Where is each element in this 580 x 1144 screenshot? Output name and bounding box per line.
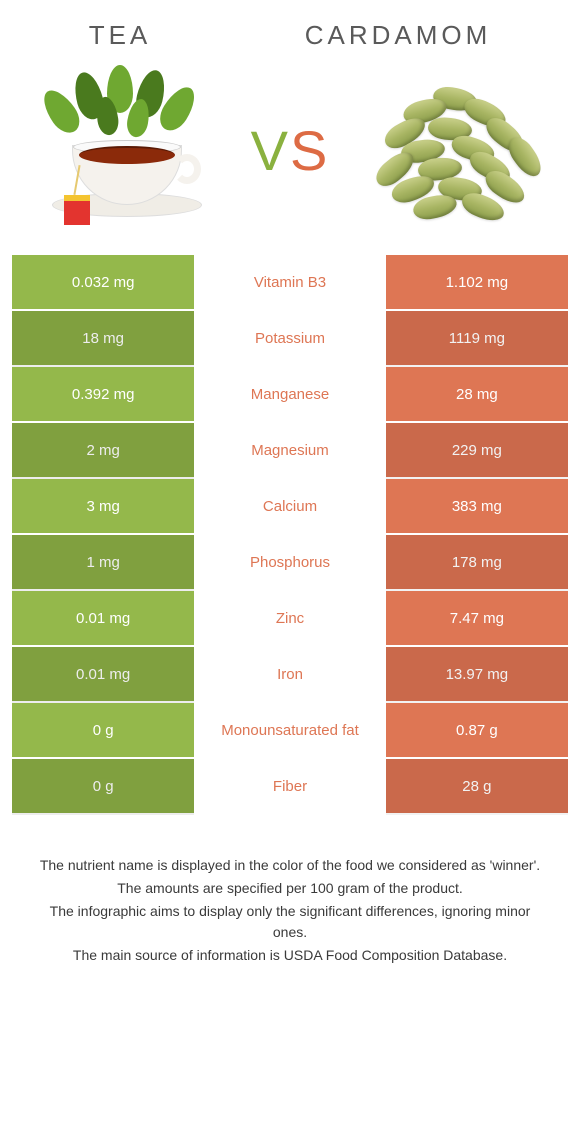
value-right: 383 mg [386, 479, 568, 535]
value-right: 28 g [386, 759, 568, 815]
value-left: 0.032 mg [12, 255, 194, 311]
tea-image [22, 65, 222, 235]
value-right: 1119 mg [386, 311, 568, 367]
table-row: 0 gFiber28 g [12, 759, 568, 815]
value-right: 1.102 mg [386, 255, 568, 311]
nutrient-label: Fiber [194, 759, 385, 815]
value-right: 7.47 mg [386, 591, 568, 647]
nutrient-label: Vitamin B3 [194, 255, 385, 311]
vs-s: S [290, 118, 329, 183]
value-left: 0.392 mg [12, 367, 194, 423]
value-left: 0 g [12, 703, 194, 759]
hero-row: VS [12, 55, 568, 255]
nutrient-label: Magnesium [194, 423, 385, 479]
value-right: 0.87 g [386, 703, 568, 759]
infographic-container: Tea Cardamom [0, 0, 580, 980]
value-left: 0.01 mg [12, 647, 194, 703]
value-left: 3 mg [12, 479, 194, 535]
table-row: 0 gMonounsaturated fat0.87 g [12, 703, 568, 759]
vs-label: VS [251, 118, 330, 183]
cardamom-image [358, 65, 558, 235]
value-left: 18 mg [12, 311, 194, 367]
nutrient-label: Manganese [194, 367, 385, 423]
footnote-line: The main source of information is USDA F… [32, 945, 548, 966]
value-left: 2 mg [12, 423, 194, 479]
footnote-line: The amounts are specified per 100 gram o… [32, 878, 548, 899]
footnote-line: The nutrient name is displayed in the co… [32, 855, 548, 876]
value-left: 1 mg [12, 535, 194, 591]
footnotes: The nutrient name is displayed in the co… [12, 855, 568, 966]
table-row: 18 mgPotassium1119 mg [12, 311, 568, 367]
table-row: 3 mgCalcium383 mg [12, 479, 568, 535]
value-right: 178 mg [386, 535, 568, 591]
value-right: 28 mg [386, 367, 568, 423]
table-row: 0.01 mgIron13.97 mg [12, 647, 568, 703]
title-left: Tea [89, 20, 152, 51]
nutrient-label: Potassium [194, 311, 385, 367]
nutrient-label: Calcium [194, 479, 385, 535]
footnote-line: The infographic aims to display only the… [32, 901, 548, 943]
table-row: 0.01 mgZinc7.47 mg [12, 591, 568, 647]
nutrient-label: Monounsaturated fat [194, 703, 385, 759]
vs-v: V [251, 118, 290, 183]
nutrient-label: Iron [194, 647, 385, 703]
table-row: 1 mgPhosphorus178 mg [12, 535, 568, 591]
nutrient-label: Zinc [194, 591, 385, 647]
header-titles: Tea Cardamom [12, 12, 568, 55]
value-right: 13.97 mg [386, 647, 568, 703]
nutrient-label: Phosphorus [194, 535, 385, 591]
table-row: 2 mgMagnesium229 mg [12, 423, 568, 479]
table-row: 0.392 mgManganese28 mg [12, 367, 568, 423]
table-row: 0.032 mgVitamin B31.102 mg [12, 255, 568, 311]
title-right: Cardamom [305, 20, 492, 51]
value-left: 0.01 mg [12, 591, 194, 647]
value-right: 229 mg [386, 423, 568, 479]
comparison-table: 0.032 mgVitamin B31.102 mg18 mgPotassium… [12, 255, 568, 815]
value-left: 0 g [12, 759, 194, 815]
